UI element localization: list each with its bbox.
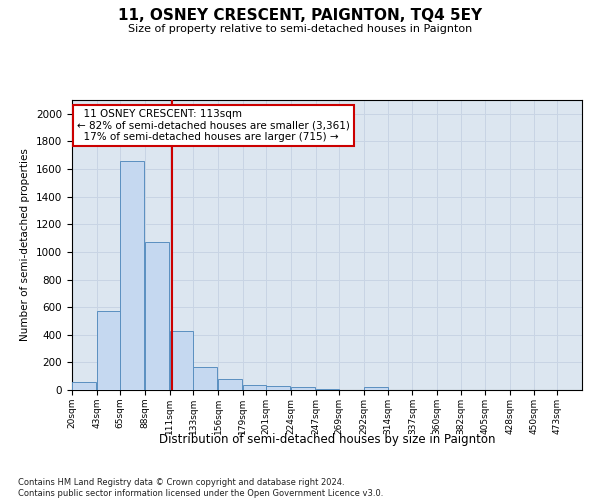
Text: 11, OSNEY CRESCENT, PAIGNTON, TQ4 5EY: 11, OSNEY CRESCENT, PAIGNTON, TQ4 5EY xyxy=(118,8,482,22)
Bar xyxy=(72,382,95,390)
Bar xyxy=(170,330,193,390)
Y-axis label: Number of semi-detached properties: Number of semi-detached properties xyxy=(20,148,31,342)
Bar xyxy=(193,367,217,390)
Bar xyxy=(218,379,242,390)
Bar xyxy=(97,312,121,390)
Text: Distribution of semi-detached houses by size in Paignton: Distribution of semi-detached houses by … xyxy=(159,432,495,446)
Bar xyxy=(121,161,144,390)
Text: Contains HM Land Registry data © Crown copyright and database right 2024.
Contai: Contains HM Land Registry data © Crown c… xyxy=(18,478,383,498)
Text: Size of property relative to semi-detached houses in Paignton: Size of property relative to semi-detach… xyxy=(128,24,472,34)
Text: 11 OSNEY CRESCENT: 113sqm  
← 82% of semi-detached houses are smaller (3,361)
  : 11 OSNEY CRESCENT: 113sqm ← 82% of semi-… xyxy=(77,108,350,142)
Bar xyxy=(364,387,388,390)
Bar xyxy=(145,242,169,390)
Bar xyxy=(266,386,290,390)
Bar xyxy=(243,385,266,390)
Bar xyxy=(291,387,314,390)
